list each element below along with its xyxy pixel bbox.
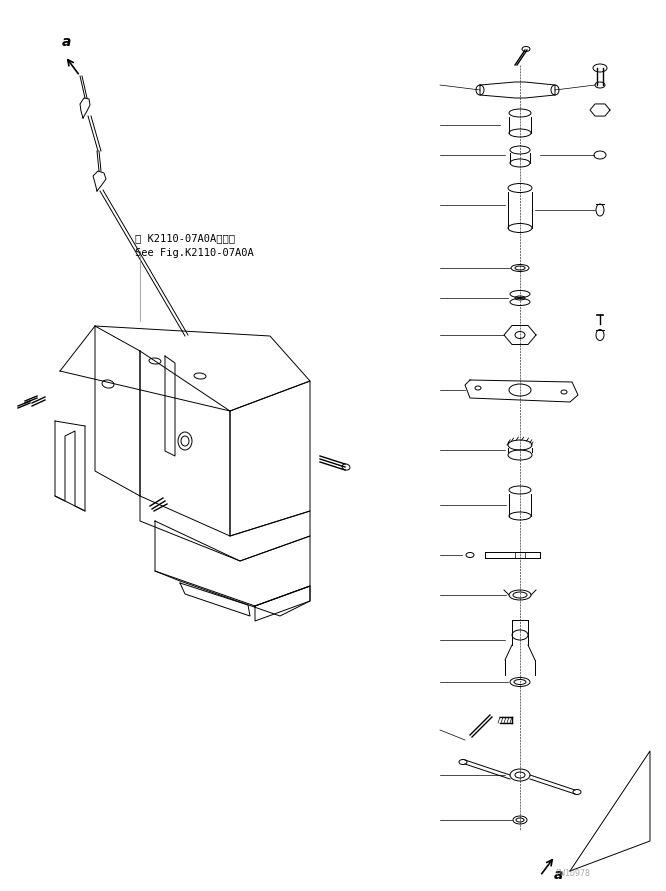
Text: a: a bbox=[62, 35, 71, 49]
Text: PW1D978: PW1D978 bbox=[555, 869, 590, 878]
Text: a: a bbox=[554, 868, 563, 882]
Text: 第 K2110-07A0A図参照: 第 K2110-07A0A図参照 bbox=[135, 233, 235, 243]
Text: See Fig.K2110-07A0A: See Fig.K2110-07A0A bbox=[135, 248, 254, 258]
